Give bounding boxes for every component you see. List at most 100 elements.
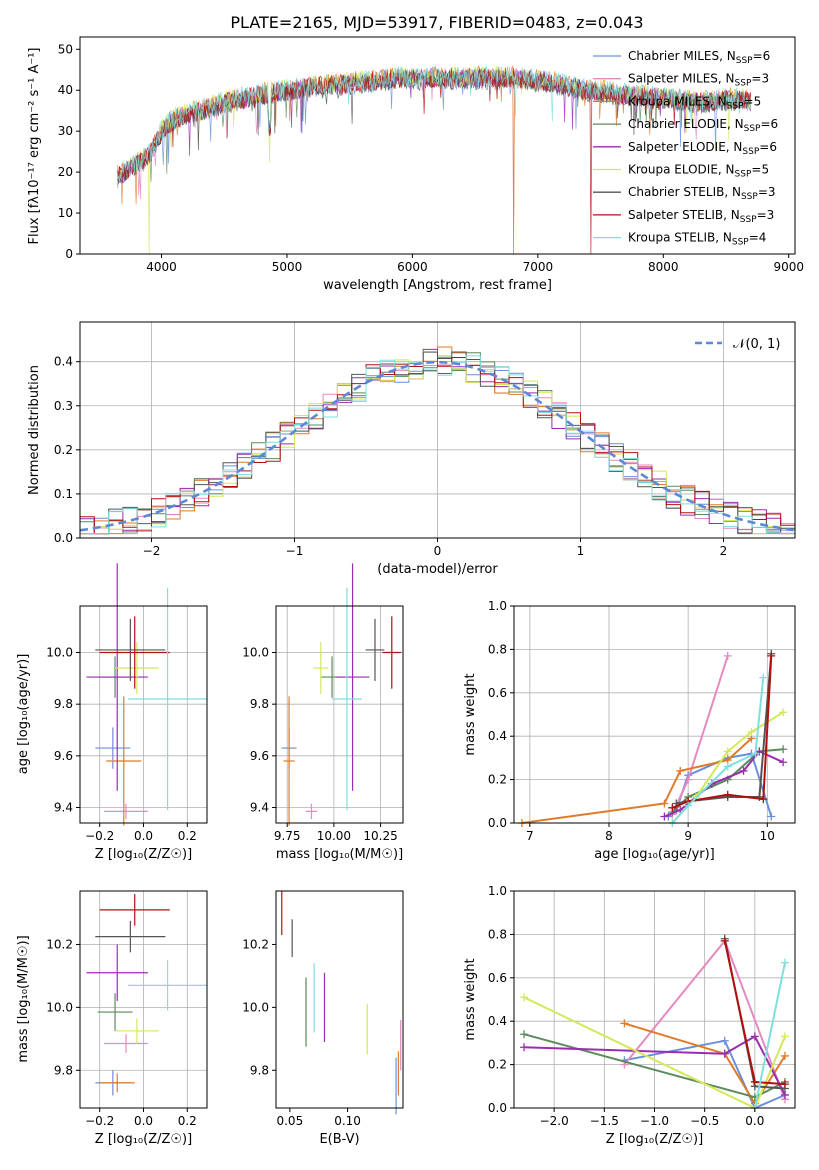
y-tick-label: 10.0 bbox=[242, 646, 269, 660]
x-tick-label: 0.2 bbox=[178, 1114, 197, 1128]
x-tick-label: 4000 bbox=[146, 260, 177, 274]
weight-marker bbox=[720, 1036, 729, 1045]
x-tick-label: 7 bbox=[526, 829, 534, 843]
axes-frame bbox=[513, 605, 796, 824]
plot-area bbox=[86, 563, 207, 826]
legend-label: Salpeter STELIB, NSSP=3 bbox=[628, 208, 774, 225]
legend-label: Chabrier ELODIE, NSSP=6 bbox=[628, 117, 778, 134]
spectrum-legend: Chabrier MILES, NSSP=6 Salpeter MILES, NS… bbox=[593, 49, 778, 248]
axes-frame bbox=[513, 890, 796, 1109]
x-tick-label: 2 bbox=[720, 544, 728, 558]
weight-marker bbox=[759, 795, 768, 804]
weight-marker bbox=[723, 651, 732, 660]
weight-marker bbox=[660, 812, 669, 821]
x-tick-label: −0.2 bbox=[85, 829, 114, 843]
x-tick-label: 0.0 bbox=[134, 1114, 153, 1128]
x-tick-label: 5000 bbox=[272, 260, 303, 274]
x-tick-label: −0.5 bbox=[690, 1114, 719, 1128]
x-tick-label: −1 bbox=[286, 544, 304, 558]
weight-line-4 bbox=[523, 1035, 786, 1096]
x-tick-label: 0.10 bbox=[334, 1114, 361, 1128]
weight-marker bbox=[767, 651, 776, 660]
y-tick-label: 10.0 bbox=[242, 1000, 269, 1014]
histogram-8 bbox=[80, 355, 795, 535]
plot-massweight-vs-Z: −2.0 −1.5 −1.0 −0.5 0.0 0.0 0.2 0.4 0.6 0.8 1.0 Z [… bbox=[463, 884, 796, 1147]
x-tick-label: 9 bbox=[684, 829, 692, 843]
axes-frame bbox=[275, 605, 404, 824]
weight-marker bbox=[747, 727, 756, 736]
y-tick-label: 0.0 bbox=[54, 531, 73, 545]
plot-mass-vs-Z: −0.2 0.0 0.2 9.8 10.0 10.2 Z [log₁₀(Z/Z☉)] mass… bbox=[16, 890, 208, 1147]
weight-marker bbox=[723, 762, 732, 771]
weight-marker bbox=[739, 766, 748, 775]
x-axis-label: Z [log₁₀(Z/Z☉)] bbox=[606, 1132, 703, 1147]
x-tick-label: 6000 bbox=[397, 260, 428, 274]
x-tick-label: 8000 bbox=[648, 260, 679, 274]
y-axis-label: mass [log₁₀(M/M☉)] bbox=[16, 935, 31, 1062]
weight-marker bbox=[620, 1019, 629, 1028]
x-tick-label: 0 bbox=[434, 544, 442, 558]
y-tick-label: 9.6 bbox=[54, 749, 73, 763]
x-axis-label: age [log₁₀(age/yr)] bbox=[594, 847, 715, 862]
y-tick-label: 20 bbox=[58, 165, 73, 179]
y-tick-label: 0.4 bbox=[54, 355, 73, 369]
y-tick-label: 0.0 bbox=[488, 816, 507, 830]
y-tick-label: 9.8 bbox=[54, 1063, 73, 1077]
y-tick-label: 0.3 bbox=[54, 399, 73, 413]
weight-marker bbox=[723, 747, 732, 756]
plot-age-vs-mass: 9.75 10.00 10.25 9.4 9.6 9.8 10.0 mass [log₁₀(M… bbox=[242, 563, 404, 862]
weight-marker bbox=[520, 993, 529, 1002]
y-tick-label: 0.1 bbox=[54, 487, 73, 501]
figure-title: PLATE=2165, MJD=53917, FIBERID=0483, z=0… bbox=[230, 13, 643, 32]
x-tick-label: −0.2 bbox=[85, 1114, 114, 1128]
x-axis-label: Z [log₁₀(Z/Z☉)] bbox=[95, 1132, 192, 1147]
y-tick-label: 0.8 bbox=[488, 642, 507, 656]
y-tick-label: 0.2 bbox=[488, 1058, 507, 1072]
plot-area bbox=[281, 563, 402, 826]
legend-label: Chabrier STELIB, NSSP=3 bbox=[628, 185, 776, 202]
weight-marker bbox=[759, 673, 768, 682]
x-tick-label: 1 bbox=[577, 544, 585, 558]
gaussian-curve bbox=[79, 360, 796, 532]
plot-area bbox=[86, 894, 207, 1096]
axes-frame bbox=[275, 890, 404, 1109]
y-tick-label: 1.0 bbox=[488, 884, 507, 898]
y-tick-label: 0 bbox=[65, 247, 73, 261]
x-tick-label: 9.75 bbox=[274, 829, 301, 843]
x-tick-label: 0.0 bbox=[745, 1114, 764, 1128]
histogram-7 bbox=[80, 357, 795, 535]
x-tick-label: 10 bbox=[760, 829, 775, 843]
y-tick-label: 9.6 bbox=[250, 749, 269, 763]
weight-marker bbox=[520, 1030, 529, 1039]
y-tick-label: 40 bbox=[58, 83, 73, 97]
y-tick-label: 10.0 bbox=[46, 646, 73, 660]
weight-marker bbox=[750, 1077, 759, 1086]
weight-marker bbox=[720, 1049, 729, 1058]
x-axis-label: wavelength [Angstrom, rest frame] bbox=[323, 278, 552, 293]
y-tick-label: 9.4 bbox=[54, 801, 73, 815]
y-tick-label: 30 bbox=[58, 124, 73, 138]
plot-area bbox=[117, 64, 752, 255]
x-axis-label: mass [log₁₀(M/M☉)] bbox=[276, 847, 403, 862]
weight-marker bbox=[780, 1032, 789, 1041]
plot-spectrum: 4000 5000 6000 7000 8000 9000 0 10 20 30 40 50 wavel… bbox=[27, 36, 804, 293]
y-tick-label: 50 bbox=[58, 42, 73, 56]
y-tick-label: 10.2 bbox=[242, 937, 269, 951]
weight-line-7 bbox=[671, 655, 773, 809]
y-tick-label: 0.2 bbox=[488, 773, 507, 787]
x-tick-label: −2.0 bbox=[540, 1114, 569, 1128]
x-tick-label: 10.00 bbox=[317, 829, 351, 843]
legend-label: Chabrier MILES, NSSP=6 bbox=[628, 49, 770, 66]
x-axis-label: (data-model)/error bbox=[377, 562, 498, 577]
x-tick-label: −2 bbox=[143, 544, 161, 558]
plot-age-vs-Z: −0.2 0.0 0.2 9.4 9.6 9.8 10.0 Z [log₁₀(Z/Z☉)] ag… bbox=[16, 563, 208, 862]
y-tick-label: 0.2 bbox=[54, 443, 73, 457]
weight-marker bbox=[751, 749, 760, 758]
weight-marker bbox=[779, 758, 788, 767]
x-tick-label: 0.2 bbox=[178, 829, 197, 843]
y-tick-label: 0.4 bbox=[488, 729, 507, 743]
spectrum-line-8 bbox=[117, 66, 752, 182]
legend-label: Salpeter ELODIE, NSSP=6 bbox=[628, 140, 777, 157]
legend-label: 𝒩(0, 1) bbox=[733, 337, 780, 352]
